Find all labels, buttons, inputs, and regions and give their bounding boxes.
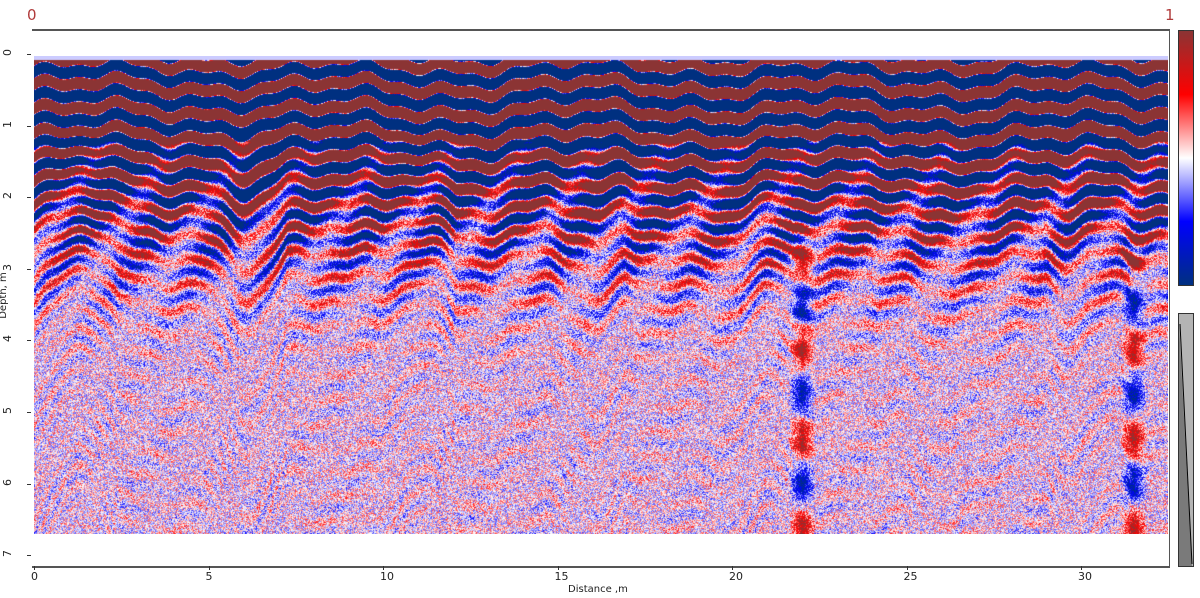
y-tick-mark (27, 197, 31, 199)
y-tick-mark (27, 125, 31, 127)
y-tick-label: 1 (1, 120, 14, 128)
y-tick-label: 2 (1, 192, 14, 200)
range-min-label: 0 (27, 6, 37, 24)
y-tick-mark (27, 555, 31, 557)
x-tick-label: 30 (1078, 570, 1092, 583)
y-tick-label: 6 (1, 478, 14, 486)
y-tick-mark (27, 483, 31, 485)
x-tick-label: 0 (31, 570, 38, 583)
x-tick-mark (208, 566, 210, 570)
plot-frame (32, 30, 1170, 566)
x-tick-label: 20 (729, 570, 743, 583)
gain-curve-panel[interactable] (1178, 313, 1194, 567)
y-tick-mark (27, 340, 31, 342)
y-tick-label: 4 (1, 335, 14, 343)
x-tick-label: 5 (205, 570, 213, 583)
x-axis-label: Distance ,m (568, 584, 628, 595)
x-tick-mark (1081, 566, 1082, 570)
x-tick-label: 15 (554, 570, 569, 583)
y-tick-mark (27, 412, 31, 413)
y-tick-label: 5 (1, 407, 14, 414)
radargram-heatmap[interactable] (34, 56, 1168, 534)
x-axis-line (32, 566, 1170, 568)
y-tick-label: 0 (1, 49, 14, 56)
y-tick-label: 3 (1, 263, 14, 271)
x-tick-mark (34, 566, 35, 570)
x-tick-mark (557, 566, 559, 570)
y-axis-label: Depth, m (0, 272, 9, 319)
range-max-label: 1 (1165, 6, 1175, 24)
gain-curve (1179, 323, 1193, 566)
x-tick-mark (732, 566, 733, 570)
top-border (32, 29, 1170, 31)
color-scale-bar (1178, 30, 1194, 286)
x-tick-label: 25 (903, 570, 918, 583)
y-tick-mark (27, 54, 31, 55)
x-tick-label: 10 (380, 570, 394, 583)
y-tick-label: 7 (1, 550, 14, 558)
y-tick-mark (27, 268, 31, 270)
x-tick-mark (383, 566, 384, 570)
x-tick-mark (906, 566, 908, 570)
